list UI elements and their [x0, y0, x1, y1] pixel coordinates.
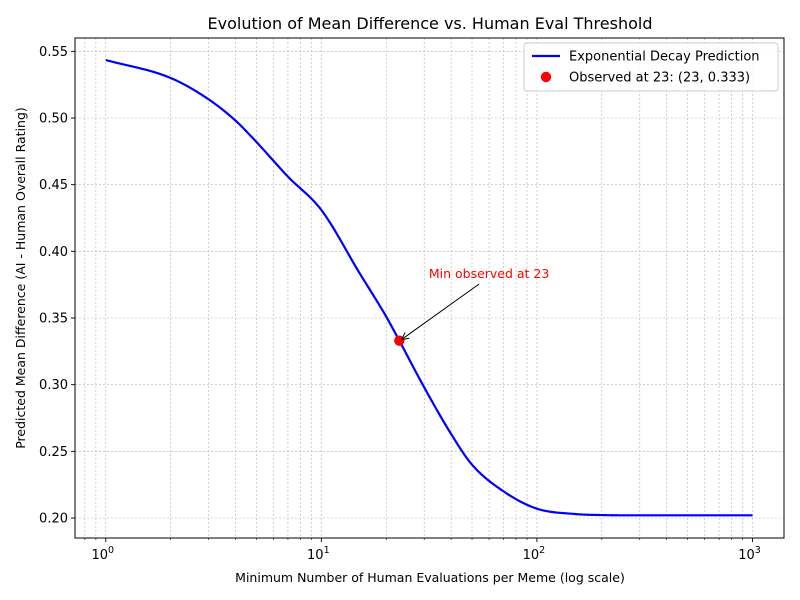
annotation-layer: Min observed at 23 [400, 266, 550, 341]
y-tick-label: 0.35 [39, 312, 68, 327]
legend-entry-label: Exponential Decay Prediction [569, 50, 760, 65]
x-axis-label: Minimum Number of Human Evaluations per … [235, 570, 625, 585]
x-tick-label: 100 [91, 545, 114, 563]
y-axis-label: Predicted Mean Difference (AI - Human Ov… [13, 107, 28, 449]
x-tick-label: 103 [738, 545, 761, 563]
annotation-arrowhead [400, 332, 410, 341]
y-tick-label: 0.20 [39, 512, 68, 527]
legend-box [523, 42, 779, 92]
axis-ticks: 0.20 0.25 0.30 0.35 0.40 0.45 0.50 0.55 100 101 10… [39, 45, 761, 563]
y-tick-label: 0.25 [39, 445, 68, 460]
y-tick-label: 0.30 [39, 378, 68, 393]
grid [75, 38, 784, 538]
legend-point-swatch [540, 71, 552, 83]
x-tick-label: 101 [307, 545, 330, 563]
decay-curve-line [105, 58, 753, 517]
plot-frame [74, 37, 785, 539]
x-tick-label: 102 [523, 545, 546, 563]
chart-title: Evolution of Mean Difference vs. Human E… [208, 14, 653, 33]
annotation-label: Min observed at 23 [429, 266, 550, 281]
y-tick-label: 0.50 [39, 112, 68, 127]
legend: Exponential Decay Prediction Observed at … [523, 42, 779, 92]
y-tick-label: 0.40 [39, 245, 68, 260]
legend-entry-label: Observed at 23: (23, 0.333) [569, 71, 750, 86]
annotation-arrow [401, 283, 480, 341]
y-tick-label: 0.55 [39, 45, 68, 60]
y-tick-label: 0.45 [39, 178, 68, 193]
